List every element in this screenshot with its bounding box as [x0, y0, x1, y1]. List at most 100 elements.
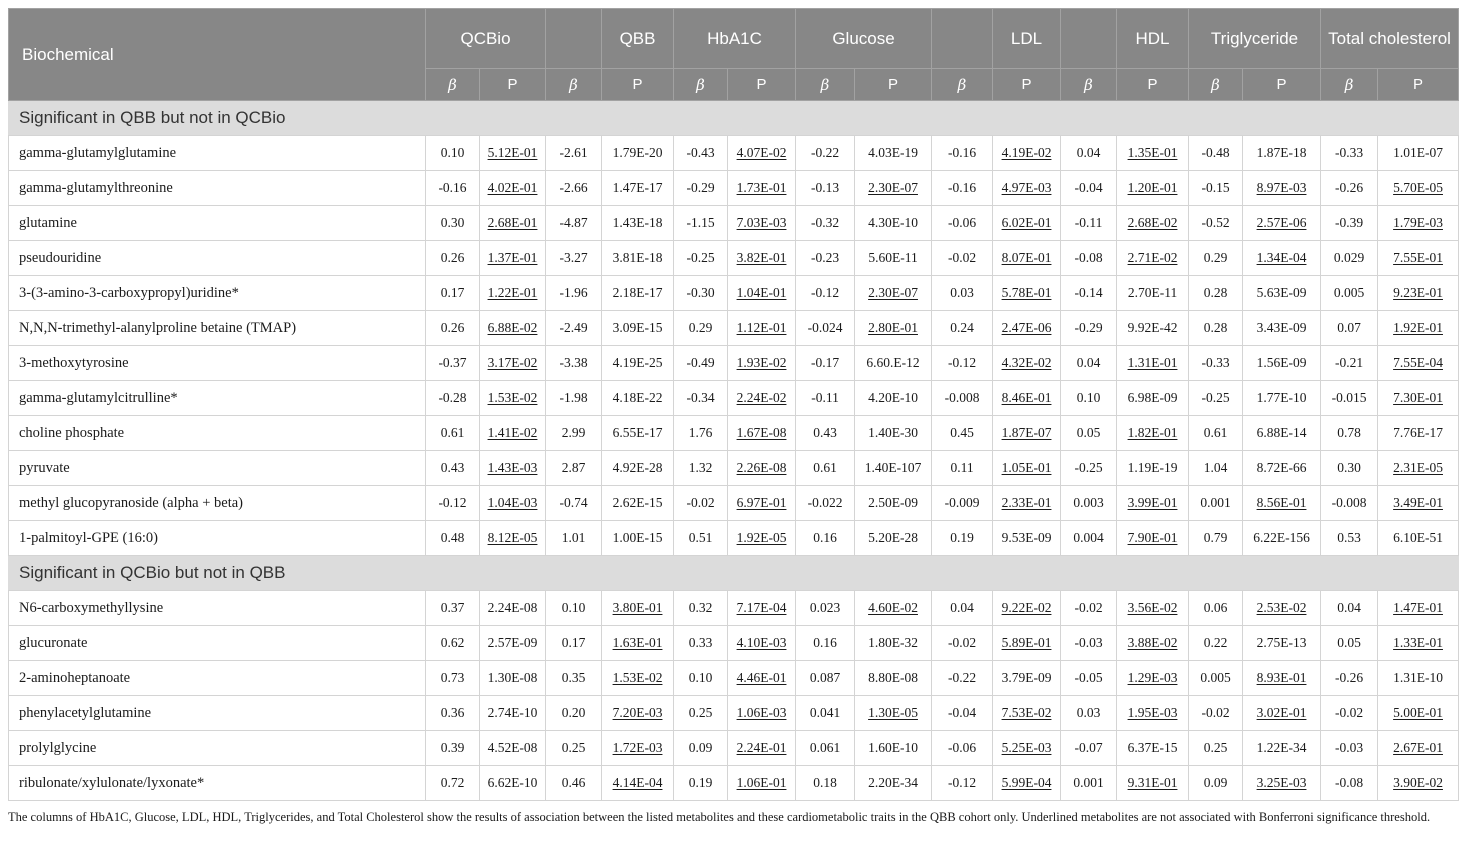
cell-value: 0.51: [688, 530, 713, 545]
cell-value: -0.008: [1331, 495, 1367, 510]
beta-value-cell: 1.32: [673, 450, 729, 486]
beta-value-cell: 0.05: [1060, 415, 1118, 451]
beta-value-cell: -3.38: [545, 345, 603, 381]
cell-value: 0.05: [1076, 425, 1101, 440]
p-value-cell: 4.19E-25: [601, 345, 675, 381]
cell-value: 0.10: [561, 600, 586, 615]
cell-value: 0.17: [440, 285, 465, 300]
p-value-cell: 2.30E-07: [854, 170, 933, 206]
beta-value-cell: 1.76: [673, 415, 729, 451]
p-value-cell: 2.47E-06: [992, 310, 1062, 346]
beta-value-cell: 0.29: [673, 310, 729, 346]
p-value-cell: 1.20E-01: [1116, 170, 1190, 206]
beta-value-cell: -0.32: [795, 205, 856, 241]
column-group-total-cholesterol: Total cholesterol: [1320, 8, 1460, 69]
p-value-cell: 1.00E-15: [601, 520, 675, 556]
subheader-p: P: [1377, 68, 1460, 101]
cell-value: 1.79E-20: [612, 145, 663, 160]
cell-value: 0.37: [440, 600, 465, 615]
cell-value: 6.97E-01: [736, 495, 787, 510]
cell-value: -2.66: [559, 180, 588, 195]
cell-value: 1.87E-07: [1001, 425, 1052, 440]
p-value-cell: 4.92E-28: [601, 450, 675, 486]
p-value-cell: 1.43E-18: [601, 205, 675, 241]
beta-value-cell: -0.26: [1320, 660, 1379, 696]
cell-value: 9.53E-09: [1001, 530, 1052, 545]
beta-value-cell: 0.10: [545, 590, 603, 626]
p-value-cell: 1.06E-03: [727, 695, 797, 731]
cell-value: 0.25: [688, 705, 713, 720]
cell-value: 3.25E-03: [1256, 775, 1307, 790]
cell-value: 0.11: [950, 460, 974, 475]
cell-value: -0.06: [947, 740, 977, 755]
p-value-cell: 3.81E-18: [601, 240, 675, 276]
section-header-row: Significant in QCBio but not in QBB: [7, 555, 1460, 591]
beta-value-cell: -0.14: [1060, 275, 1118, 311]
cell-value: 3.90E-02: [1393, 775, 1443, 790]
cell-value: -0.33: [1201, 355, 1230, 370]
cell-value: 0.03: [1076, 705, 1101, 720]
beta-value-cell: -0.04: [1060, 170, 1118, 206]
p-value-cell: 5.63E-09: [1242, 275, 1322, 311]
beta-value-cell: -0.25: [1188, 380, 1244, 416]
p-value-cell: 5.70E-05: [1377, 170, 1460, 206]
p-value-cell: 4.32E-02: [992, 345, 1062, 381]
cell-value: -0.12: [810, 285, 840, 300]
cell-value: 1.04: [1203, 460, 1228, 475]
p-value-cell: 3.82E-01: [727, 240, 797, 276]
beta-value-cell: 0.18: [795, 765, 856, 801]
cell-value: 1.01E-07: [1393, 145, 1443, 160]
cell-value: -0.08: [1334, 775, 1364, 790]
beta-value-cell: 0.20: [545, 695, 603, 731]
beta-value-cell: -0.009: [931, 485, 994, 521]
beta-value-cell: 0.04: [1320, 590, 1379, 626]
p-value-cell: 1.22E-01: [478, 275, 547, 311]
subheader-beta: β: [1060, 68, 1118, 101]
cell-value: 8.93E-01: [1256, 670, 1307, 685]
p-value-cell: 2.18E-17: [601, 275, 675, 311]
beta-value-cell: 0.35: [545, 660, 603, 696]
biochemical-name-cell: 3-(3-amino-3-carboxypropyl)uridine*: [8, 275, 426, 311]
cell-value: 4.03E-19: [868, 145, 918, 160]
p-value-cell: 7.76E-17: [1377, 415, 1460, 451]
beta-value-cell: 0.09: [1188, 765, 1244, 801]
p-value-cell: 1.87E-18: [1242, 135, 1322, 171]
p-value-cell: 2.57E-09: [478, 625, 547, 661]
cell-value: -0.14: [1074, 285, 1103, 300]
cell-value: -0.22: [947, 670, 977, 685]
cell-value: -0.30: [686, 285, 715, 300]
p-value-cell: 1.35E-01: [1116, 135, 1190, 171]
cell-value: -0.02: [1201, 705, 1230, 720]
cell-value: -0.11: [1074, 215, 1103, 230]
cell-value: 0.041: [809, 705, 841, 720]
cell-value: 1.00E-15: [612, 530, 663, 545]
beta-value-cell: 0.087: [795, 660, 856, 696]
beta-value-cell: 0.29: [1188, 240, 1244, 276]
beta-value-cell: 0.26: [425, 240, 480, 276]
p-value-cell: 1.22E-34: [1242, 730, 1322, 766]
beta-value-cell: -0.11: [1060, 205, 1118, 241]
cell-value: 0.28: [1203, 285, 1228, 300]
beta-value-cell: 0.78: [1320, 415, 1379, 451]
cell-value: 2.47E-06: [1001, 320, 1052, 335]
p-value-cell: 2.75E-13: [1242, 625, 1322, 661]
p-value-cell: 7.90E-01: [1116, 520, 1190, 556]
beta-value-cell: 0.04: [931, 590, 994, 626]
cell-value: 1.05E-01: [1001, 460, 1052, 475]
p-value-cell: 2.24E-08: [478, 590, 547, 626]
beta-value-cell: 0.39: [425, 730, 480, 766]
cell-value: 2.24E-01: [736, 740, 787, 755]
p-value-cell: 8.12E-05: [478, 520, 547, 556]
column-group-hba1c: HbA1C: [673, 8, 797, 69]
p-value-cell: 1.56E-09: [1242, 345, 1322, 381]
p-value-cell: 7.17E-04: [727, 590, 797, 626]
beta-value-cell: -0.74: [545, 485, 603, 521]
cell-value: 1.82E-01: [1127, 425, 1178, 440]
column-group-ldl: LDL: [992, 8, 1062, 69]
biochemical-name-cell: gamma-glutamylthreonine: [8, 170, 426, 206]
beta-value-cell: -0.37: [425, 345, 480, 381]
cell-value: 0.10: [1076, 390, 1101, 405]
p-value-cell: 1.33E-01: [1377, 625, 1460, 661]
beta-value-cell: 0.43: [795, 415, 856, 451]
beta-value-cell: 0.09: [673, 730, 729, 766]
